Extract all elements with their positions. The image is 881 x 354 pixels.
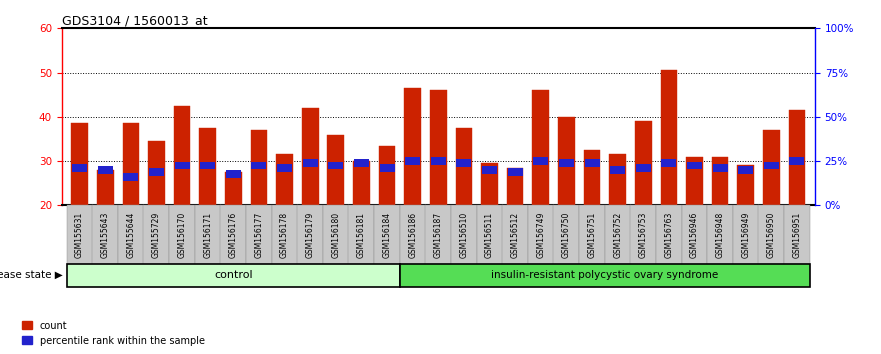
Text: GSM156184: GSM156184 xyxy=(382,211,391,258)
Bar xyxy=(174,161,189,170)
Bar xyxy=(686,156,703,205)
Text: GSM156950: GSM156950 xyxy=(766,211,776,258)
Bar xyxy=(636,164,651,172)
Text: GSM156170: GSM156170 xyxy=(178,211,187,258)
Bar xyxy=(149,168,164,176)
Bar xyxy=(302,108,319,205)
Bar xyxy=(379,145,396,205)
Bar xyxy=(72,164,87,172)
Bar xyxy=(251,161,266,170)
Bar xyxy=(712,156,729,205)
Text: GSM156749: GSM156749 xyxy=(537,211,545,258)
Bar xyxy=(303,159,318,167)
Text: GSM156186: GSM156186 xyxy=(408,211,418,258)
Bar xyxy=(610,154,626,205)
Text: insulin-resistant polycystic ovary syndrome: insulin-resistant polycystic ovary syndr… xyxy=(492,270,719,280)
Text: GSM156171: GSM156171 xyxy=(204,211,212,258)
Bar xyxy=(558,117,574,205)
Text: GSM156763: GSM156763 xyxy=(664,211,673,258)
Text: GSM155643: GSM155643 xyxy=(100,211,110,258)
Bar xyxy=(764,161,779,170)
Text: GSM156180: GSM156180 xyxy=(331,211,340,258)
Text: GSM156510: GSM156510 xyxy=(459,211,469,258)
Text: disease state ▶: disease state ▶ xyxy=(0,270,63,280)
Legend: count, percentile rank within the sample: count, percentile rank within the sample xyxy=(23,321,205,346)
Bar xyxy=(455,128,472,205)
Text: GDS3104 / 1560013_at: GDS3104 / 1560013_at xyxy=(62,14,207,27)
Bar xyxy=(431,157,446,165)
Bar xyxy=(482,166,497,174)
Bar xyxy=(329,161,344,170)
Bar xyxy=(456,159,471,167)
Bar xyxy=(481,163,498,205)
Text: GSM155729: GSM155729 xyxy=(152,211,161,258)
Bar xyxy=(430,90,447,205)
Text: GSM155631: GSM155631 xyxy=(75,211,84,258)
Text: GSM156751: GSM156751 xyxy=(588,211,596,258)
Bar xyxy=(532,90,549,205)
Bar xyxy=(353,161,370,205)
Bar xyxy=(250,130,267,205)
Text: control: control xyxy=(214,270,253,280)
Text: GSM156187: GSM156187 xyxy=(433,211,443,258)
Text: GSM156512: GSM156512 xyxy=(511,211,520,258)
Bar xyxy=(788,110,805,205)
Bar xyxy=(507,168,523,205)
Bar xyxy=(71,124,88,205)
Text: GSM156752: GSM156752 xyxy=(613,211,622,258)
Bar xyxy=(122,124,139,205)
Bar xyxy=(635,121,652,205)
Text: GSM156946: GSM156946 xyxy=(690,211,699,258)
Bar xyxy=(661,70,677,205)
Bar xyxy=(200,161,215,170)
Text: GSM156511: GSM156511 xyxy=(485,211,494,258)
Bar xyxy=(405,157,420,165)
Bar xyxy=(738,166,753,174)
Bar xyxy=(148,141,165,205)
Text: GSM156750: GSM156750 xyxy=(562,211,571,258)
Text: GSM156178: GSM156178 xyxy=(280,211,289,258)
Bar xyxy=(277,154,292,205)
Text: GSM156176: GSM156176 xyxy=(229,211,238,258)
Bar xyxy=(737,166,754,205)
Bar xyxy=(584,159,599,167)
Bar xyxy=(687,161,702,170)
Text: GSM156951: GSM156951 xyxy=(793,211,802,258)
Bar xyxy=(328,135,344,205)
Bar xyxy=(533,157,548,165)
Text: GSM156181: GSM156181 xyxy=(357,212,366,257)
Bar xyxy=(278,164,292,172)
Bar xyxy=(559,159,574,167)
Bar xyxy=(174,106,190,205)
Bar xyxy=(98,166,113,174)
Bar xyxy=(226,170,241,178)
Bar xyxy=(611,166,626,174)
Bar xyxy=(507,168,522,176)
Text: GSM156949: GSM156949 xyxy=(741,211,751,258)
Text: GSM156177: GSM156177 xyxy=(255,211,263,258)
Text: GSM155644: GSM155644 xyxy=(126,211,136,258)
Text: GSM156948: GSM156948 xyxy=(715,211,725,258)
Bar xyxy=(404,88,421,205)
Bar xyxy=(713,164,728,172)
Text: GSM156753: GSM156753 xyxy=(639,211,648,258)
Bar xyxy=(225,172,241,205)
Bar xyxy=(123,172,138,181)
Bar xyxy=(789,157,804,165)
Bar xyxy=(662,159,677,167)
Text: GSM156179: GSM156179 xyxy=(306,211,315,258)
Bar xyxy=(354,159,369,167)
Bar xyxy=(199,128,216,205)
Bar xyxy=(97,170,114,205)
Bar xyxy=(584,150,600,205)
Bar xyxy=(380,164,395,172)
Bar xyxy=(763,130,780,205)
